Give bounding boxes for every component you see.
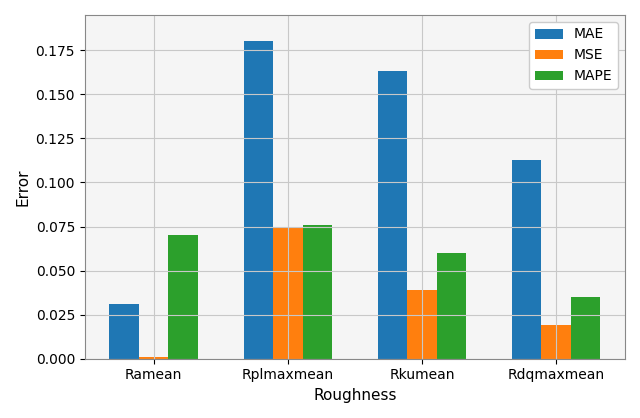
- Y-axis label: Error: Error: [15, 168, 30, 206]
- Bar: [407, 290, 436, 359]
- Bar: [541, 325, 571, 359]
- Legend: MAE, MSE, MAPE: MAE, MSE, MAPE: [529, 22, 618, 89]
- Bar: [168, 235, 198, 359]
- Bar: [303, 225, 332, 359]
- Bar: [109, 304, 139, 359]
- Bar: [378, 71, 407, 359]
- Bar: [243, 41, 273, 359]
- Bar: [139, 357, 168, 359]
- Bar: [512, 160, 541, 359]
- X-axis label: Roughness: Roughness: [313, 388, 397, 403]
- Bar: [273, 227, 303, 359]
- Bar: [436, 253, 467, 359]
- Bar: [571, 297, 600, 359]
